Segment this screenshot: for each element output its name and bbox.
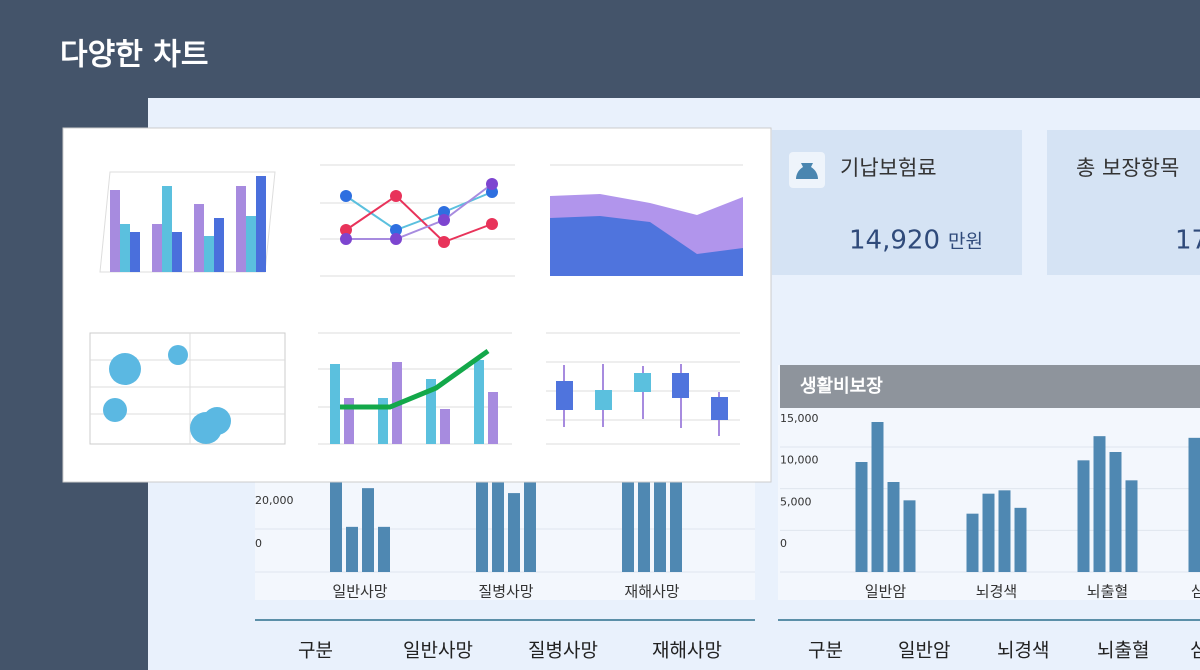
table-header-cell: 재해사망 <box>652 640 722 662</box>
x-tick-label: 일반암 <box>865 583 907 601</box>
bar <box>378 526 390 572</box>
icon-candles <box>556 364 728 436</box>
icon-lines <box>340 178 498 248</box>
table-header-cell: 일반사망 <box>403 640 473 662</box>
card <box>1047 130 1200 275</box>
table-header-cell: 뇌경색 <box>997 640 1049 662</box>
bar <box>855 462 868 572</box>
icon-area <box>550 194 743 276</box>
x-tick-label: 뇌경색 <box>976 583 1017 601</box>
bar <box>524 458 536 572</box>
bar <box>966 513 979 572</box>
y-tick-label: 0 <box>255 537 262 550</box>
card-label: 총 보장항목 <box>1076 156 1179 180</box>
bar <box>654 466 666 572</box>
page-title: 다양한 차트 <box>60 38 208 73</box>
card-value: 17 <box>1175 226 1200 256</box>
table-header-cell: 심 <box>1190 640 1200 662</box>
x-tick-label: 일반사망 <box>332 583 387 601</box>
bar <box>982 493 995 572</box>
card-unit: 만원 <box>948 231 983 253</box>
y-tick-label: 0 <box>780 537 787 550</box>
table-header-cell: 뇌출혈 <box>1097 640 1149 662</box>
bar <box>622 468 634 572</box>
bar <box>1125 480 1138 572</box>
card-value: 14,920 <box>849 226 940 256</box>
y-tick-label: 20,000 <box>255 494 294 507</box>
table-header-cell: 질병사망 <box>528 640 598 662</box>
bar <box>887 482 900 572</box>
bar <box>1014 507 1027 572</box>
table-header-cell: 일반암 <box>898 640 950 662</box>
bar <box>362 488 374 572</box>
bar <box>346 526 358 572</box>
y-tick-label: 10,000 <box>780 454 819 467</box>
table-header-cell: 구분 <box>298 640 333 662</box>
bar <box>998 490 1011 572</box>
bar <box>508 493 520 572</box>
bar <box>903 500 916 572</box>
bar <box>492 462 504 572</box>
money-bag <box>796 163 818 179</box>
bar <box>1093 436 1106 572</box>
bar <box>1109 452 1122 572</box>
icon-bubbles <box>89 332 286 445</box>
y-tick-label: 5,000 <box>780 495 812 508</box>
x-tick-label: 뇌출혈 <box>1087 583 1128 601</box>
x-tick-label: 재해사망 <box>624 583 679 601</box>
bar <box>1188 437 1200 572</box>
bar <box>638 470 650 572</box>
chart-types-popup <box>62 127 772 483</box>
icon-3d-bars <box>99 171 276 273</box>
bar <box>670 473 682 572</box>
bar <box>871 422 884 572</box>
section-title: 생활비보장 <box>800 376 883 397</box>
table-header-cell: 구분 <box>808 640 843 662</box>
x-tick-label: 심근경색 <box>1191 583 1200 601</box>
card-label: 기납보험료 <box>840 156 937 180</box>
section-header <box>780 365 1200 408</box>
icon-combo <box>330 348 498 444</box>
bar <box>330 464 342 572</box>
bar <box>476 460 488 572</box>
y-tick-label: 15,000 <box>780 412 819 425</box>
popup <box>62 127 772 483</box>
bar <box>1077 460 1090 572</box>
x-tick-label: 질병사망 <box>478 583 533 601</box>
